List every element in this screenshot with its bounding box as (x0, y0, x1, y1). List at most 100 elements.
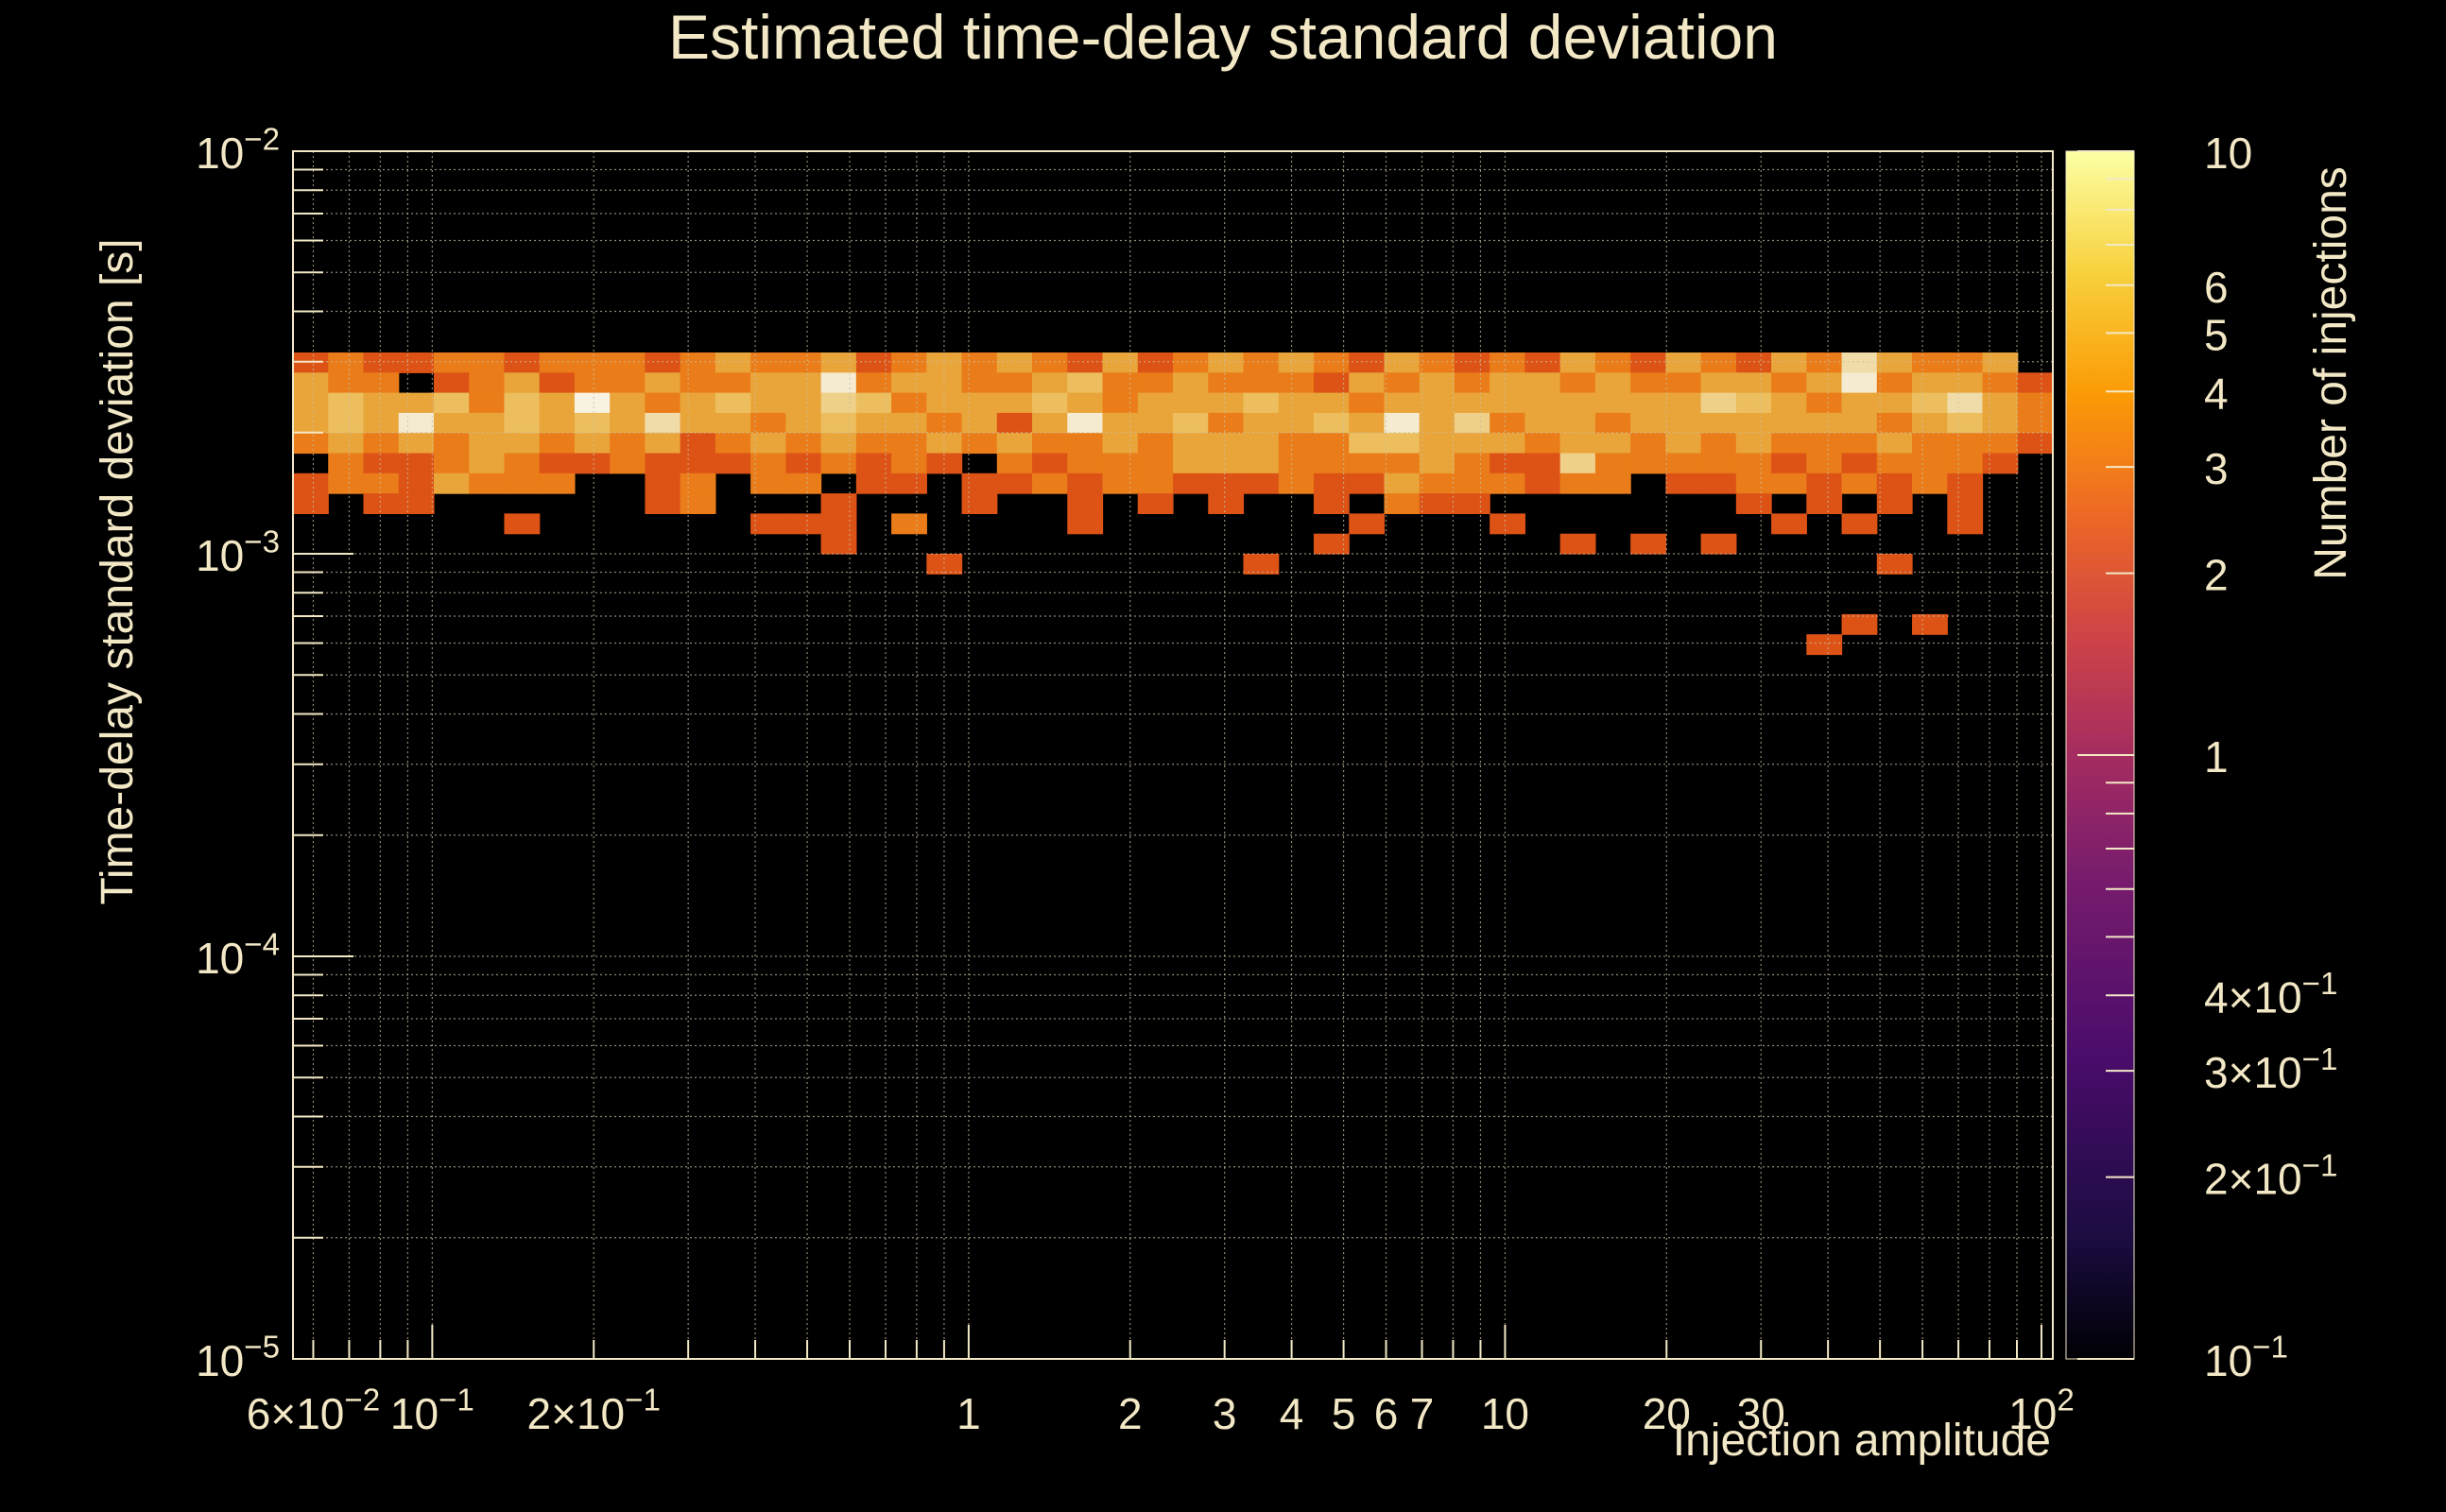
heatmap-cell (398, 352, 435, 373)
y-tick-label-exponent: −5 (244, 1331, 280, 1366)
heatmap-cell (1384, 453, 1421, 474)
heatmap-cell (680, 412, 716, 434)
heatmap-cell (1173, 412, 1209, 434)
heatmap-cell (820, 493, 857, 514)
heatmap-cell (820, 372, 857, 394)
heatmap-cell (785, 392, 822, 414)
heatmap-cell (1735, 433, 1772, 455)
colorbar-tick-label-base: 3 (2204, 444, 2229, 493)
heatmap-cell (1032, 372, 1068, 394)
heatmap-cell (1173, 372, 1209, 394)
heatmap-cell (680, 472, 716, 494)
heatmap-cell (1032, 352, 1068, 373)
colorbar-tick-label: 2 (2204, 551, 2229, 600)
x-tick-label-base: 30 (1737, 1389, 1785, 1438)
heatmap-cell (1454, 352, 1490, 373)
chart-title: Estimated time-delay standard deviation (668, 2, 1778, 72)
heatmap-cell (1982, 453, 2019, 474)
heatmap-cell (1912, 352, 1948, 373)
heatmap-cell (1665, 472, 1702, 494)
heatmap-cell (1771, 392, 1807, 414)
x-tick-label-base: 2 (1118, 1389, 1143, 1438)
heatmap-cell (680, 372, 716, 394)
colorbar-tick-label-base: 2×10 (2204, 1155, 2302, 1204)
heatmap-cell (1278, 412, 1315, 434)
heatmap-cell (1841, 453, 1878, 474)
heatmap-cell (1032, 472, 1068, 494)
heatmap-cell (1630, 412, 1666, 434)
heatmap-cell (293, 392, 329, 414)
heatmap-cell (820, 392, 857, 414)
heatmap-cell (1630, 453, 1666, 474)
heatmap-cell (750, 412, 786, 434)
heatmap-cell (1137, 433, 1174, 455)
heatmap-cell (645, 352, 681, 373)
heatmap-cell (1490, 352, 1525, 373)
heatmap-cell (996, 433, 1033, 455)
heatmap-cell (328, 392, 365, 414)
x-tick-label-exponent: −1 (439, 1383, 474, 1418)
heatmap-cell (1032, 412, 1068, 434)
heatmap-cell (1313, 433, 1350, 455)
heatmap-cell (820, 513, 857, 535)
heatmap-cell (1594, 392, 1631, 414)
heatmap-cell (539, 433, 576, 455)
heatmap-cell (1876, 392, 1913, 414)
heatmap-cell (996, 453, 1033, 474)
heatmap-cell (398, 472, 435, 494)
heatmap-cell (996, 472, 1033, 494)
heatmap-cell (715, 352, 751, 373)
x-tick-label-base: 10 (1481, 1389, 1529, 1438)
heatmap-cell (1102, 352, 1139, 373)
heatmap-cell (680, 493, 716, 514)
y-tick-label-exponent: −3 (244, 525, 280, 560)
heatmap-cell (574, 433, 611, 455)
heatmap-cell (715, 392, 751, 414)
heatmap-cell (1630, 433, 1666, 455)
heatmap-cell (645, 453, 681, 474)
heatmap-cell (1700, 412, 1737, 434)
heatmap-cell (1771, 472, 1807, 494)
y-axis-label: Time-delay standard deviation [s] (93, 238, 143, 904)
heatmap-cell (328, 372, 365, 394)
heatmap-cell (1700, 372, 1737, 394)
heatmap-cell (1490, 412, 1525, 434)
heatmap-cell (574, 453, 611, 474)
y-tick-label-base: 10 (196, 934, 244, 983)
heatmap-cell (1137, 352, 1174, 373)
heatmap-cell (1243, 392, 1280, 414)
heatmap-cell (891, 472, 927, 494)
heatmap-cell (1173, 392, 1209, 414)
heatmap-cell (1947, 392, 1984, 414)
heatmap-cell (1700, 453, 1737, 474)
heatmap-cell (1876, 493, 1913, 514)
heatmap-cell (961, 433, 998, 455)
heatmap-cell (1208, 433, 1245, 455)
heatmap-cell (855, 372, 892, 394)
heatmap-cell (610, 412, 646, 434)
heatmap-cell (1278, 352, 1315, 373)
colorbar-label: Number of injections (2306, 166, 2356, 580)
heatmap-cell (398, 493, 435, 514)
heatmap-cell (1735, 352, 1772, 373)
heatmap-cell (398, 453, 435, 474)
heatmap-cell (1067, 372, 1104, 394)
colorbar-tick-label-base: 5 (2204, 310, 2229, 359)
x-tick-label: 2×10−1 (527, 1383, 661, 1438)
heatmap-cell (1313, 352, 1350, 373)
heatmap-cell (1771, 453, 1807, 474)
heatmap-cell (1559, 352, 1596, 373)
colorbar-tick-label-base: 3×10 (2204, 1048, 2302, 1097)
heatmap-cell (2017, 372, 2054, 394)
x-tick-label-base: 7 (1410, 1389, 1435, 1438)
heatmap-cell (1243, 453, 1280, 474)
heatmap-cell (1102, 372, 1139, 394)
colorbar-tick-label: 3×10−1 (2204, 1042, 2337, 1097)
heatmap-cell (1490, 433, 1525, 455)
x-tick-label: 6×10−2 (247, 1383, 380, 1438)
heatmap-cell (504, 453, 541, 474)
heatmap-cell (469, 453, 506, 474)
heatmap-cell (785, 453, 822, 474)
heatmap-cell (1806, 392, 1843, 414)
heatmap-cell (2017, 392, 2054, 414)
